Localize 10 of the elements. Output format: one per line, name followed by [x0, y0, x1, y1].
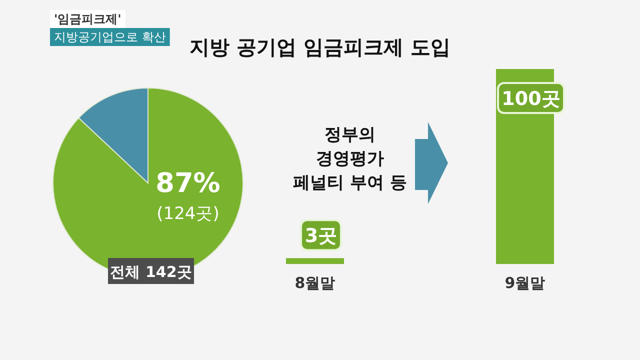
x-tick-label: 9월말	[504, 274, 546, 292]
text: '임금피크제'	[54, 12, 122, 26]
data-label: 100곳	[502, 88, 560, 110]
x-tick-label: 8월말	[294, 274, 336, 292]
data-label: 3곳	[304, 225, 338, 248]
text: 지방공기업으로 확산	[54, 30, 166, 44]
data-label: 87% (124곳)	[156, 168, 220, 224]
annotation: 정부의 경영평가 페널티 부여 등	[293, 125, 407, 193]
text: 지방 공기업 임금피크제 도입	[190, 35, 450, 59]
text: 전체 142곳	[110, 263, 192, 281]
